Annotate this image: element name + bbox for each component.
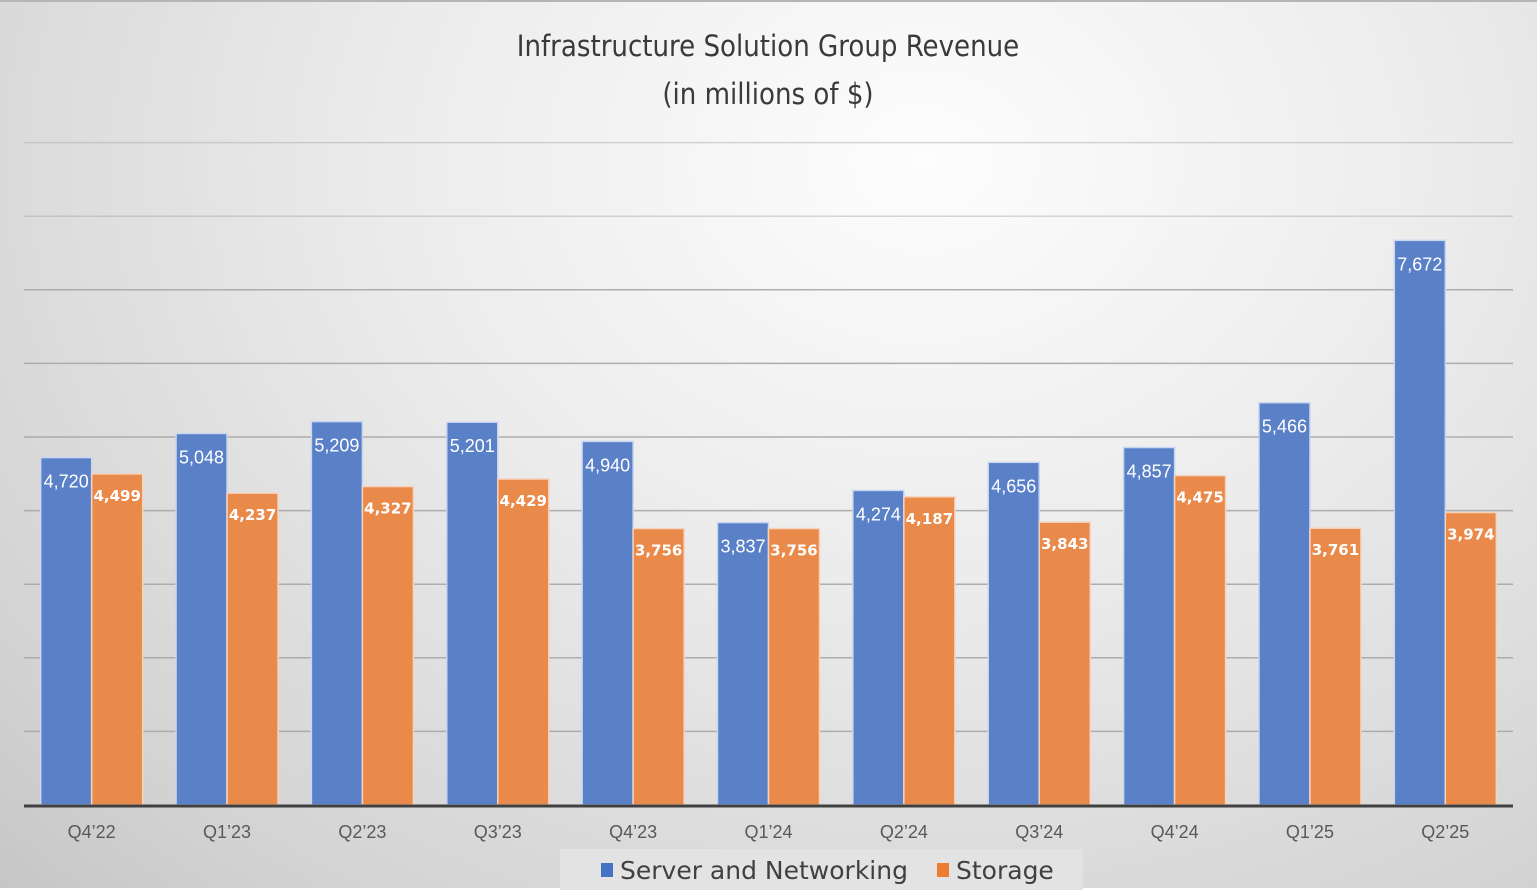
data-label-server-networking: 4,274 (856, 504, 901, 524)
legend-background (560, 849, 1083, 890)
data-label-storage: 4,475 (1176, 489, 1223, 507)
x-tick-label: Q2’24 (880, 822, 928, 842)
bar-server-networking (581, 440, 634, 806)
x-tick-label: Q1’24 (744, 822, 792, 842)
bar-server-networking (1393, 239, 1447, 806)
x-tick-label: Q4’22 (68, 822, 116, 842)
bar-server-networking (39, 456, 93, 806)
bar-server-networking (716, 521, 770, 806)
bar-storage (1038, 521, 1091, 806)
x-axis-ticks: Q4’22 Q1’23 Q2’23 Q3’23 Q4’23 Q1’24 Q2’24 Q3’24… (68, 822, 1470, 842)
bar-storage (903, 496, 956, 806)
bar-storage (361, 485, 415, 806)
data-label-server-networking: 4,656 (991, 476, 1036, 496)
chart-subtitle: (in millions of $) (662, 77, 873, 111)
data-label-storage: 4,187 (906, 510, 953, 528)
data-label-storage: 3,756 (770, 542, 817, 560)
bar-server-networking (175, 432, 228, 806)
bar-server-networking (310, 420, 364, 806)
x-tick-label: Q3’24 (1015, 822, 1063, 842)
data-label-server-networking: 7,672 (1397, 254, 1442, 274)
chart-title: Infrastructure Solution Group Revenue (517, 29, 1019, 63)
bar-storage (1309, 527, 1362, 806)
data-label-server-networking: 5,201 (450, 436, 495, 456)
bar-storage (632, 527, 685, 806)
bar-storage (1173, 474, 1227, 806)
data-label-storage: 4,429 (500, 492, 547, 510)
bars (39, 239, 1498, 806)
legend-swatch-storage (937, 863, 949, 877)
data-label-storage: 4,499 (93, 487, 140, 505)
data-label-storage: 3,756 (635, 542, 682, 560)
data-label-server-networking: 5,466 (1262, 417, 1307, 437)
data-label-storage: 4,237 (229, 506, 276, 524)
data-label-server-networking: 5,048 (179, 447, 224, 467)
legend-label-server-networking: Server and Networking (620, 856, 908, 885)
bar-storage (497, 478, 550, 806)
data-label-storage: 3,761 (1312, 541, 1359, 559)
x-tick-label: Q4’23 (609, 822, 657, 842)
x-tick-label: Q1’23 (203, 822, 251, 842)
data-label-server-networking: 4,940 (585, 455, 630, 475)
x-tick-label: Q3’23 (474, 822, 522, 842)
x-tick-label: Q4’24 (1151, 822, 1199, 842)
data-label-server-networking: 4,857 (1127, 462, 1172, 482)
data-label-server-networking: 3,837 (720, 537, 765, 557)
bar-server-networking (987, 461, 1040, 806)
bar-server-networking (852, 489, 905, 806)
x-tick-label: Q2’25 (1421, 822, 1469, 842)
legend-label-storage: Storage (956, 856, 1054, 885)
data-label-storage: 4,327 (364, 500, 411, 518)
bar-storage (1444, 511, 1498, 806)
bar-server-networking (1258, 401, 1311, 806)
bar-storage (767, 527, 821, 806)
legend: Server and Networking Storage (560, 849, 1083, 890)
legend-swatch-server-networking (601, 863, 613, 877)
bar-storage (90, 473, 144, 806)
data-label-storage: 3,974 (1447, 526, 1494, 544)
data-label-server-networking: 5,209 (314, 436, 359, 456)
x-tick-label: Q2’23 (338, 822, 386, 842)
bar-server-networking (446, 421, 499, 806)
data-label-storage: 3,843 (1041, 535, 1088, 553)
bar-storage (226, 492, 279, 806)
bar-server-networking (1122, 446, 1176, 806)
data-label-server-networking: 4,720 (44, 472, 89, 492)
x-tick-label: Q1’25 (1286, 822, 1334, 842)
